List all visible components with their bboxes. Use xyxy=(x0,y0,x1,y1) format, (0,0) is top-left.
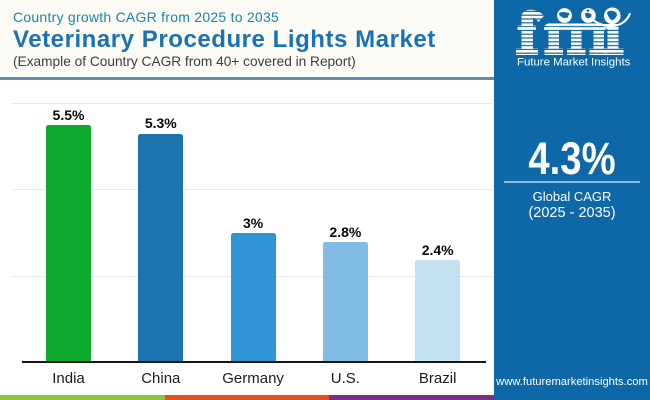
svg-text:Future Market Insights: Future Market Insights xyxy=(517,57,631,69)
